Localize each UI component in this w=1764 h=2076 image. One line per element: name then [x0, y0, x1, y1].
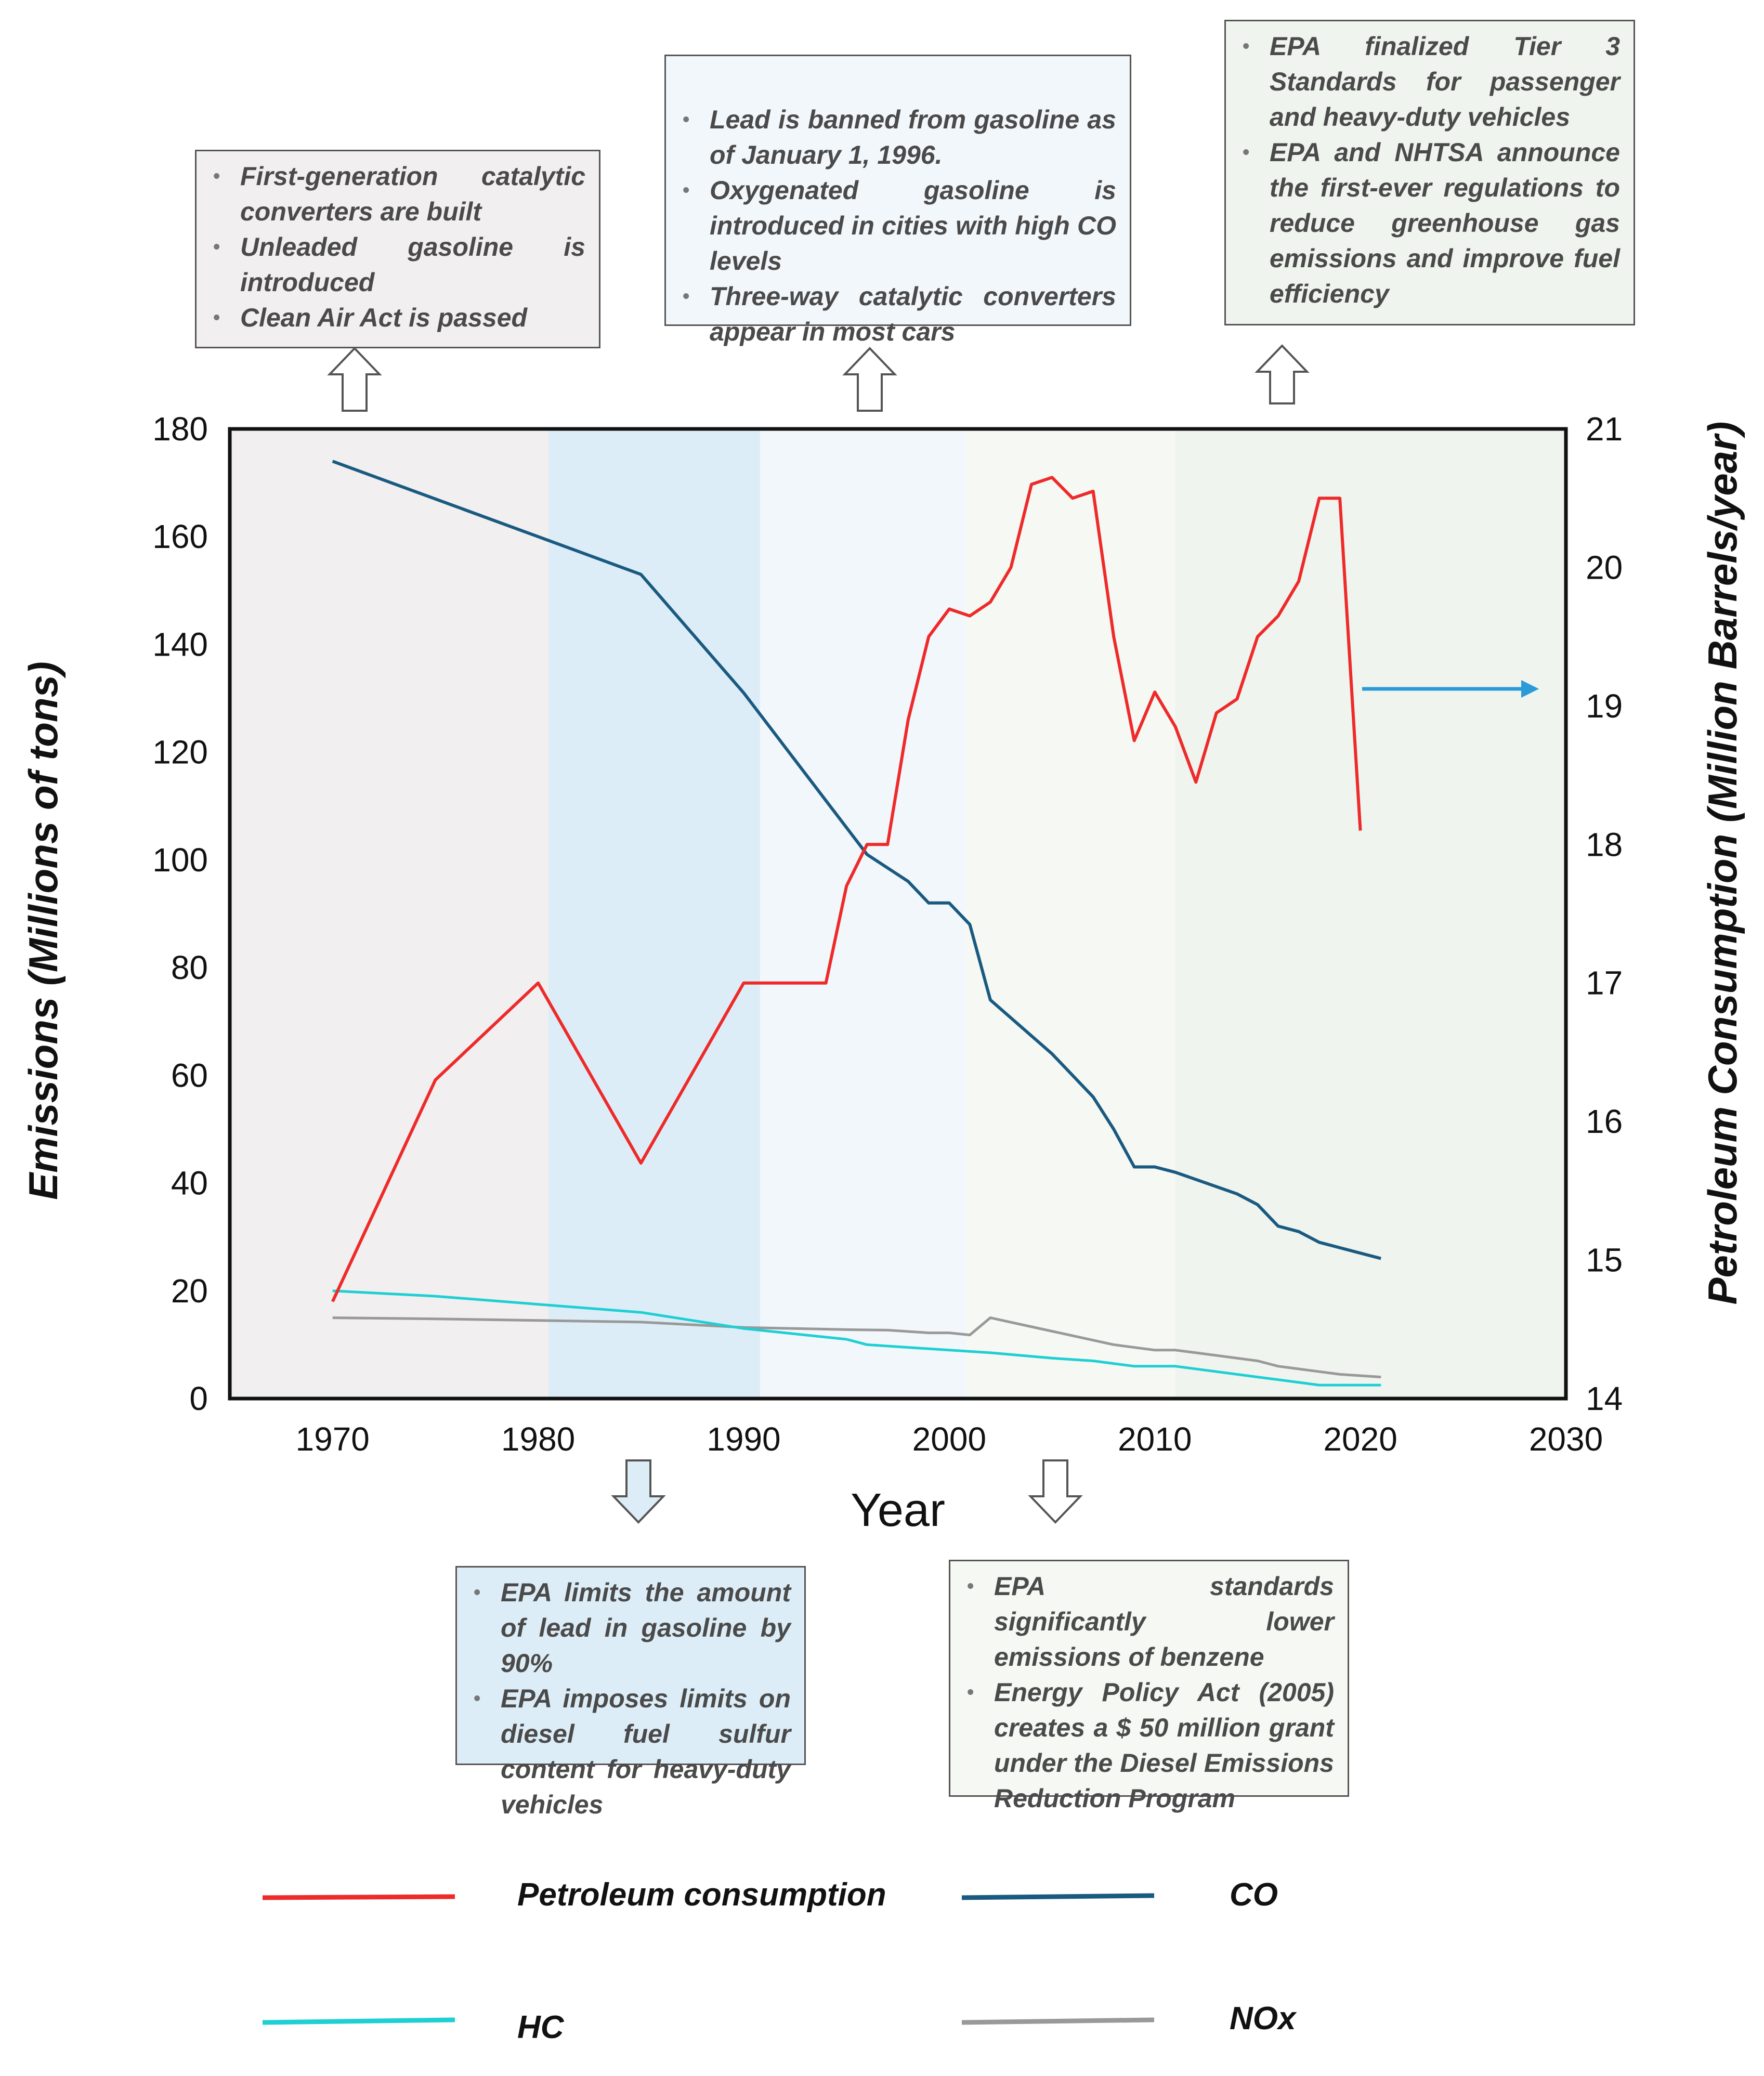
y-left-tick-label: 80: [171, 949, 208, 986]
legend-label-co: CO: [1230, 1877, 1278, 1913]
y-right-tick-label: 16: [1586, 1103, 1623, 1140]
legend-swatch-co: [961, 1893, 1155, 1900]
annotation-item: Energy Policy Act (2005) creates a $ 50 …: [964, 1675, 1334, 1816]
y-right-tick-label: 20: [1586, 549, 1623, 586]
plot-frame: [228, 427, 1568, 1401]
y-left-tick-label: 120: [152, 734, 208, 771]
annotation-list-2015: EPA finalized Tier 3 Standards for passe…: [1239, 29, 1620, 311]
x-tick-label: 1970: [296, 1420, 370, 1458]
annotation-box-1995: Lead is banned from gasoline as of Janua…: [664, 55, 1131, 346]
shaded-period-1: [548, 429, 761, 1399]
series-line-hc: [332, 1289, 1381, 1387]
y-left-tick-label: 20: [171, 1272, 208, 1310]
annotation-list-1985: EPA limits the amount of lead in gasolin…: [471, 1575, 791, 1822]
y-right-axis-ticks: 14 15 16 17 18 19 20 21: [1586, 410, 1623, 1417]
annotation-box-2015: EPA finalized Tier 3 Standards for passe…: [1224, 20, 1635, 325]
annotation-item: EPA limits the amount of lead in gasolin…: [471, 1575, 791, 1681]
y-left-axis-title: Emissions (Millions of tons): [20, 661, 66, 1200]
x-tick-label: 2030: [1529, 1420, 1603, 1458]
y-right-tick-label: 19: [1586, 687, 1623, 725]
y-right-tick-label: 17: [1586, 964, 1623, 1002]
annotation-item: Three-way catalytic converters appear in…: [680, 279, 1116, 349]
annotation-item: EPA imposes limits on diesel fuel sulfur…: [471, 1681, 791, 1822]
up-arrow-icon: [327, 347, 382, 412]
shaded-period-4: [1175, 429, 1566, 1399]
y-left-tick-label: 60: [171, 1056, 208, 1094]
series-line-nox: [332, 1316, 1381, 1379]
annotation-box-2005: EPA standards significantly lower emissi…: [949, 1560, 1349, 1813]
shaded-period-2: [760, 429, 966, 1399]
x-axis-title: Year: [851, 1484, 945, 1536]
x-tick-label: 1980: [501, 1420, 575, 1458]
y-right-tick-label: 14: [1586, 1380, 1623, 1417]
legend-label-hc: HC: [517, 2009, 565, 2045]
annotation-item: Unleaded gasoline is introduced: [210, 229, 585, 300]
y-left-tick-label: 100: [152, 841, 208, 879]
y-left-tick-label: 40: [171, 1165, 208, 1202]
series-line-petroleum-consumption: [331, 476, 1362, 1302]
annotation-item: EPA finalized Tier 3 Standards for passe…: [1239, 29, 1620, 135]
annotation-item: EPA standards significantly lower emissi…: [964, 1569, 1334, 1675]
series-line-co: [332, 460, 1381, 1260]
y-right-axis-title: Petroleum Consumption (Million Barrels/y…: [1700, 422, 1745, 1305]
annotation-item: Oxygenated gasoline is introduced in cit…: [680, 173, 1116, 279]
annotation-list-1970: First-generation catalytic converters ar…: [210, 159, 585, 335]
annotation-box-1970: First-generation catalytic converters ar…: [195, 150, 600, 348]
down-arrow-icon: [1028, 1459, 1083, 1524]
annotation-box-1985: EPA limits the amount of lead in gasolin…: [455, 1566, 806, 1819]
x-tick-label: 2020: [1323, 1420, 1397, 1458]
shaded-period-3: [965, 429, 1175, 1399]
legend-swatch-hc: [262, 2017, 455, 2025]
series-lines: [331, 460, 1381, 1387]
legend: Petroleum consumption CO HC NOx: [262, 1877, 1297, 2045]
y-left-tick-label: 140: [152, 625, 208, 663]
y-left-tick-label: 160: [152, 518, 208, 555]
up-arrow-icon: [1255, 344, 1310, 404]
annotation-item: EPA and NHTSA announce the first-ever re…: [1239, 135, 1620, 311]
y-left-tick-label: 0: [189, 1380, 208, 1417]
annotation-item: First-generation catalytic converters ar…: [210, 159, 585, 229]
up-arrow-icon: [842, 347, 897, 412]
annotation-item: Clean Air Act is passed: [210, 300, 585, 335]
x-tick-label: 2000: [912, 1420, 986, 1458]
y-left-axis-ticks: 0 20 40 60 80 100 120 140 160 180: [152, 410, 208, 1417]
annotation-list-1995: Lead is banned from gasoline as of Janua…: [680, 102, 1116, 349]
legend-swatch-nox: [961, 2017, 1155, 2025]
x-axis-ticks: 1970 1980 1990 2000 2010 2020 2030: [296, 1420, 1603, 1458]
shaded-period-0: [230, 429, 548, 1399]
x-tick-label: 1990: [707, 1420, 780, 1458]
legend-label-petroleum: Petroleum consumption: [517, 1877, 886, 1913]
x-tick-label: 2010: [1118, 1420, 1192, 1458]
annotation-list-2005: EPA standards significantly lower emissi…: [964, 1569, 1334, 1816]
legend-label-nox: NOx: [1230, 2001, 1297, 2036]
legend-swatch-petroleum: [262, 1894, 455, 1900]
y-right-tick-label: 21: [1586, 410, 1623, 448]
y-right-tick-label: 18: [1586, 826, 1623, 863]
right-axis-arrowhead-icon: [1521, 680, 1539, 698]
y-left-tick-label: 180: [152, 410, 208, 448]
annotation-item: Lead is banned from gasoline as of Janua…: [680, 102, 1116, 173]
y-right-tick-label: 15: [1586, 1242, 1623, 1279]
down-arrow-icon: [611, 1459, 666, 1524]
